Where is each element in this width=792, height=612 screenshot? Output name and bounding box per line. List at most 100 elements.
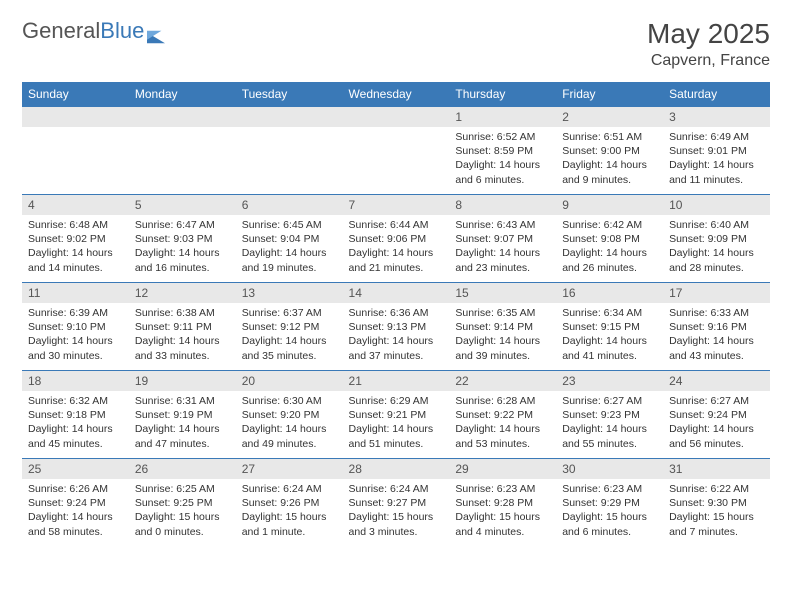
day-number: 4	[22, 195, 129, 215]
day-details	[22, 127, 129, 136]
logo-text-2: Blue	[100, 18, 144, 44]
day-details: Sunrise: 6:39 AMSunset: 9:10 PMDaylight:…	[22, 303, 129, 369]
calendar-table: SundayMondayTuesdayWednesdayThursdayFrid…	[22, 82, 770, 547]
calendar-day-cell: 19Sunrise: 6:31 AMSunset: 9:19 PMDayligh…	[129, 371, 236, 459]
calendar-day-cell: 30Sunrise: 6:23 AMSunset: 9:29 PMDayligh…	[556, 459, 663, 547]
weekday-header: Monday	[129, 82, 236, 107]
day-number	[129, 107, 236, 127]
calendar-day-cell: 31Sunrise: 6:22 AMSunset: 9:30 PMDayligh…	[663, 459, 770, 547]
day-details: Sunrise: 6:33 AMSunset: 9:16 PMDaylight:…	[663, 303, 770, 369]
location: Capvern, France	[647, 52, 770, 70]
day-details: Sunrise: 6:47 AMSunset: 9:03 PMDaylight:…	[129, 215, 236, 281]
calendar-week-row: 11Sunrise: 6:39 AMSunset: 9:10 PMDayligh…	[22, 283, 770, 371]
day-details: Sunrise: 6:26 AMSunset: 9:24 PMDaylight:…	[22, 479, 129, 545]
weekday-header: Wednesday	[343, 82, 450, 107]
day-details: Sunrise: 6:42 AMSunset: 9:08 PMDaylight:…	[556, 215, 663, 281]
day-number: 27	[236, 459, 343, 479]
day-details: Sunrise: 6:28 AMSunset: 9:22 PMDaylight:…	[449, 391, 556, 457]
day-number: 26	[129, 459, 236, 479]
day-details: Sunrise: 6:37 AMSunset: 9:12 PMDaylight:…	[236, 303, 343, 369]
day-details: Sunrise: 6:48 AMSunset: 9:02 PMDaylight:…	[22, 215, 129, 281]
calendar-day-cell: 20Sunrise: 6:30 AMSunset: 9:20 PMDayligh…	[236, 371, 343, 459]
day-details: Sunrise: 6:29 AMSunset: 9:21 PMDaylight:…	[343, 391, 450, 457]
day-number: 25	[22, 459, 129, 479]
day-details	[343, 127, 450, 136]
calendar-day-cell	[22, 107, 129, 195]
day-details: Sunrise: 6:23 AMSunset: 9:29 PMDaylight:…	[556, 479, 663, 545]
day-number: 28	[343, 459, 450, 479]
day-number: 6	[236, 195, 343, 215]
calendar-day-cell	[236, 107, 343, 195]
day-details: Sunrise: 6:22 AMSunset: 9:30 PMDaylight:…	[663, 479, 770, 545]
logo-flag-icon	[147, 24, 165, 38]
day-number: 1	[449, 107, 556, 127]
day-details: Sunrise: 6:34 AMSunset: 9:15 PMDaylight:…	[556, 303, 663, 369]
calendar-body: 1Sunrise: 6:52 AMSunset: 8:59 PMDaylight…	[22, 107, 770, 547]
day-details: Sunrise: 6:30 AMSunset: 9:20 PMDaylight:…	[236, 391, 343, 457]
calendar-day-cell: 5Sunrise: 6:47 AMSunset: 9:03 PMDaylight…	[129, 195, 236, 283]
calendar-head: SundayMondayTuesdayWednesdayThursdayFrid…	[22, 82, 770, 107]
day-details: Sunrise: 6:51 AMSunset: 9:00 PMDaylight:…	[556, 127, 663, 193]
day-details: Sunrise: 6:38 AMSunset: 9:11 PMDaylight:…	[129, 303, 236, 369]
day-details: Sunrise: 6:45 AMSunset: 9:04 PMDaylight:…	[236, 215, 343, 281]
calendar-day-cell: 9Sunrise: 6:42 AMSunset: 9:08 PMDaylight…	[556, 195, 663, 283]
day-details: Sunrise: 6:27 AMSunset: 9:23 PMDaylight:…	[556, 391, 663, 457]
calendar-day-cell: 4Sunrise: 6:48 AMSunset: 9:02 PMDaylight…	[22, 195, 129, 283]
calendar-day-cell: 1Sunrise: 6:52 AMSunset: 8:59 PMDaylight…	[449, 107, 556, 195]
calendar-day-cell: 15Sunrise: 6:35 AMSunset: 9:14 PMDayligh…	[449, 283, 556, 371]
calendar-day-cell: 29Sunrise: 6:23 AMSunset: 9:28 PMDayligh…	[449, 459, 556, 547]
day-details: Sunrise: 6:31 AMSunset: 9:19 PMDaylight:…	[129, 391, 236, 457]
month-title: May 2025	[647, 18, 770, 50]
day-details	[236, 127, 343, 136]
day-details	[129, 127, 236, 136]
day-number: 24	[663, 371, 770, 391]
calendar-day-cell	[129, 107, 236, 195]
day-number: 20	[236, 371, 343, 391]
calendar-day-cell: 17Sunrise: 6:33 AMSunset: 9:16 PMDayligh…	[663, 283, 770, 371]
calendar-day-cell: 18Sunrise: 6:32 AMSunset: 9:18 PMDayligh…	[22, 371, 129, 459]
day-details: Sunrise: 6:27 AMSunset: 9:24 PMDaylight:…	[663, 391, 770, 457]
weekday-header: Thursday	[449, 82, 556, 107]
day-details: Sunrise: 6:32 AMSunset: 9:18 PMDaylight:…	[22, 391, 129, 457]
calendar-day-cell: 28Sunrise: 6:24 AMSunset: 9:27 PMDayligh…	[343, 459, 450, 547]
calendar-day-cell: 8Sunrise: 6:43 AMSunset: 9:07 PMDaylight…	[449, 195, 556, 283]
logo-text-1: General	[22, 18, 100, 44]
day-number: 19	[129, 371, 236, 391]
day-details: Sunrise: 6:25 AMSunset: 9:25 PMDaylight:…	[129, 479, 236, 545]
calendar-day-cell	[343, 107, 450, 195]
calendar-day-cell: 24Sunrise: 6:27 AMSunset: 9:24 PMDayligh…	[663, 371, 770, 459]
day-number	[22, 107, 129, 127]
day-details: Sunrise: 6:40 AMSunset: 9:09 PMDaylight:…	[663, 215, 770, 281]
weekday-row: SundayMondayTuesdayWednesdayThursdayFrid…	[22, 82, 770, 107]
calendar-week-row: 25Sunrise: 6:26 AMSunset: 9:24 PMDayligh…	[22, 459, 770, 547]
day-number: 15	[449, 283, 556, 303]
logo: GeneralBlue	[22, 18, 165, 44]
calendar-day-cell: 7Sunrise: 6:44 AMSunset: 9:06 PMDaylight…	[343, 195, 450, 283]
calendar-day-cell: 27Sunrise: 6:24 AMSunset: 9:26 PMDayligh…	[236, 459, 343, 547]
header: GeneralBlue May 2025 Capvern, France	[22, 18, 770, 70]
day-details: Sunrise: 6:52 AMSunset: 8:59 PMDaylight:…	[449, 127, 556, 193]
calendar-day-cell: 3Sunrise: 6:49 AMSunset: 9:01 PMDaylight…	[663, 107, 770, 195]
weekday-header: Saturday	[663, 82, 770, 107]
day-number: 30	[556, 459, 663, 479]
day-details: Sunrise: 6:24 AMSunset: 9:26 PMDaylight:…	[236, 479, 343, 545]
day-number: 22	[449, 371, 556, 391]
calendar-day-cell: 11Sunrise: 6:39 AMSunset: 9:10 PMDayligh…	[22, 283, 129, 371]
calendar-day-cell: 26Sunrise: 6:25 AMSunset: 9:25 PMDayligh…	[129, 459, 236, 547]
day-number: 9	[556, 195, 663, 215]
day-number: 8	[449, 195, 556, 215]
calendar-day-cell: 14Sunrise: 6:36 AMSunset: 9:13 PMDayligh…	[343, 283, 450, 371]
calendar-week-row: 18Sunrise: 6:32 AMSunset: 9:18 PMDayligh…	[22, 371, 770, 459]
day-number	[343, 107, 450, 127]
calendar-day-cell: 12Sunrise: 6:38 AMSunset: 9:11 PMDayligh…	[129, 283, 236, 371]
day-details: Sunrise: 6:24 AMSunset: 9:27 PMDaylight:…	[343, 479, 450, 545]
calendar-page: GeneralBlue May 2025 Capvern, France Sun…	[0, 0, 792, 565]
day-details: Sunrise: 6:49 AMSunset: 9:01 PMDaylight:…	[663, 127, 770, 193]
calendar-day-cell: 10Sunrise: 6:40 AMSunset: 9:09 PMDayligh…	[663, 195, 770, 283]
calendar-day-cell: 13Sunrise: 6:37 AMSunset: 9:12 PMDayligh…	[236, 283, 343, 371]
day-number: 13	[236, 283, 343, 303]
calendar-day-cell: 16Sunrise: 6:34 AMSunset: 9:15 PMDayligh…	[556, 283, 663, 371]
weekday-header: Friday	[556, 82, 663, 107]
calendar-day-cell: 22Sunrise: 6:28 AMSunset: 9:22 PMDayligh…	[449, 371, 556, 459]
day-number: 5	[129, 195, 236, 215]
